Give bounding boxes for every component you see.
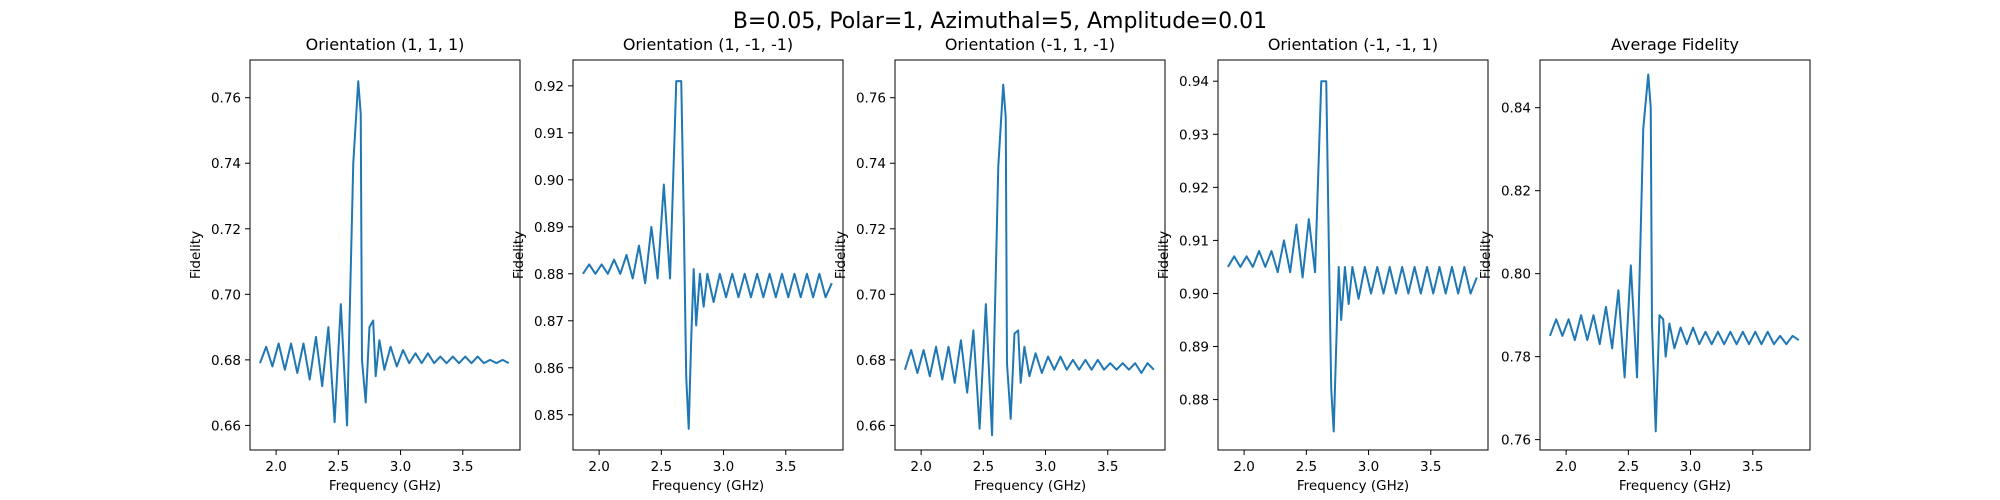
x-tick-label: 2.5 <box>328 459 349 475</box>
y-tick-label: 0.92 <box>1179 180 1209 196</box>
x-axis-label: Frequency (GHz) <box>1619 478 1731 494</box>
x-tick-label: 2.0 <box>265 459 286 475</box>
fidelity-series-line <box>259 80 510 427</box>
x-tick-label: 2.5 <box>973 459 994 475</box>
y-tick-label: 0.84 <box>1501 101 1531 117</box>
x-tick-label: 2.5 <box>651 459 672 475</box>
axes-frame <box>572 59 844 451</box>
x-tick-label: 3.0 <box>1680 459 1701 475</box>
y-tick-label: 0.70 <box>211 287 241 303</box>
y-tick-label: 0.76 <box>1501 433 1531 449</box>
subplot-3: 2.0 2.5 3.0 3.5 0.66 0.68 0.70 0.72 0.74 0.76 Orie… <box>833 35 1166 494</box>
x-tick-label: 3.5 <box>1742 459 1763 475</box>
x-tick-label: 3.0 <box>713 459 734 475</box>
y-tick-label: 0.89 <box>534 220 564 236</box>
y-axis-label: Fidelity <box>1156 231 1172 279</box>
y-tick-label: 0.88 <box>1179 393 1209 409</box>
y-tick-label: 0.89 <box>1179 340 1209 356</box>
x-tick-label: 3.0 <box>1035 459 1056 475</box>
x-tick-label: 3.5 <box>452 459 473 475</box>
y-tick-label: 0.90 <box>1179 286 1209 302</box>
y-tick-label: 0.91 <box>534 126 564 142</box>
y-tick-label: 0.68 <box>856 353 886 369</box>
y-tick-label: 0.72 <box>856 222 886 238</box>
y-axis-label: Fidelity <box>833 231 849 279</box>
fidelity-series-line <box>903 83 1155 437</box>
fidelity-series-line <box>1549 73 1800 433</box>
y-tick-label: 0.66 <box>856 418 886 434</box>
y-axis-label: Fidelity <box>188 231 204 279</box>
y-tick-label: 0.72 <box>211 222 241 238</box>
subplot-2: 2.0 2.5 3.0 3.5 0.85 0.86 0.87 0.88 0.89 0.90 0.91… <box>511 35 844 494</box>
y-tick-label: 0.76 <box>856 91 886 107</box>
x-axis-label: Frequency (GHz) <box>329 478 441 494</box>
x-axis-label: Frequency (GHz) <box>652 478 764 494</box>
axes-frame <box>249 59 521 451</box>
subplot-title: Orientation (1, -1, -1) <box>623 35 793 54</box>
fidelity-series-line <box>1227 80 1478 433</box>
subplot-title: Orientation (-1, 1, -1) <box>945 35 1115 54</box>
y-tick-label: 0.68 <box>211 353 241 369</box>
subplot-title: Average Fidelity <box>1611 35 1739 54</box>
x-tick-label: 2.0 <box>1555 459 1576 475</box>
y-axis-label: Fidelity <box>511 231 527 279</box>
y-axis-label: Fidelity <box>1478 231 1494 279</box>
subplot-1: 2.0 2.5 3.0 3.5 0.66 0.68 0.70 0.72 0.74 0.76 Orie… <box>188 35 521 494</box>
fidelity-series-line <box>582 80 833 430</box>
y-tick-label: 0.87 <box>534 314 564 330</box>
x-tick-label: 3.5 <box>775 459 796 475</box>
y-tick-label: 0.94 <box>1179 74 1209 90</box>
y-tick-label: 0.82 <box>1501 184 1531 200</box>
figure-suptitle: B=0.05, Polar=1, Azimuthal=5, Amplitude=… <box>733 9 1267 34</box>
y-tick-label: 0.92 <box>534 79 564 95</box>
x-tick-label: 2.0 <box>910 459 931 475</box>
subplot-title: Orientation (1, 1, 1) <box>306 35 465 54</box>
x-axis-label: Frequency (GHz) <box>1297 478 1409 494</box>
x-tick-label: 3.5 <box>1420 459 1441 475</box>
x-tick-label: 3.5 <box>1097 459 1118 475</box>
subplot-5: 2.0 2.5 3.0 3.5 0.76 0.78 0.80 0.82 0.84 Average … <box>1478 35 1811 494</box>
y-tick-label: 0.90 <box>534 173 564 189</box>
axes-frame <box>1539 59 1811 451</box>
y-tick-label: 0.91 <box>1179 233 1209 249</box>
x-axis-label: Frequency (GHz) <box>974 478 1086 494</box>
y-tick-label: 0.78 <box>1501 350 1531 366</box>
x-tick-label: 3.0 <box>390 459 411 475</box>
y-tick-label: 0.76 <box>211 91 241 107</box>
y-tick-label: 0.74 <box>211 156 241 172</box>
x-tick-label: 2.0 <box>588 459 609 475</box>
y-tick-label: 0.88 <box>534 267 564 283</box>
x-tick-label: 2.0 <box>1233 459 1254 475</box>
x-tick-label: 2.5 <box>1296 459 1317 475</box>
y-tick-label: 0.66 <box>211 418 241 434</box>
subplot-4: 2.0 2.5 3.0 3.5 0.88 0.89 0.90 0.91 0.92 0.93 0.94… <box>1156 35 1489 494</box>
y-tick-label: 0.85 <box>534 408 564 424</box>
x-tick-label: 2.5 <box>1618 459 1639 475</box>
y-tick-label: 0.86 <box>534 361 564 377</box>
subplot-title: Orientation (-1, -1, 1) <box>1268 35 1438 54</box>
x-tick-label: 3.0 <box>1358 459 1379 475</box>
y-tick-label: 0.93 <box>1179 127 1209 143</box>
axes-frame <box>1217 59 1489 451</box>
y-tick-label: 0.80 <box>1501 267 1531 283</box>
axes-frame <box>894 59 1166 451</box>
y-tick-label: 0.74 <box>856 156 886 172</box>
y-tick-label: 0.70 <box>856 287 886 303</box>
